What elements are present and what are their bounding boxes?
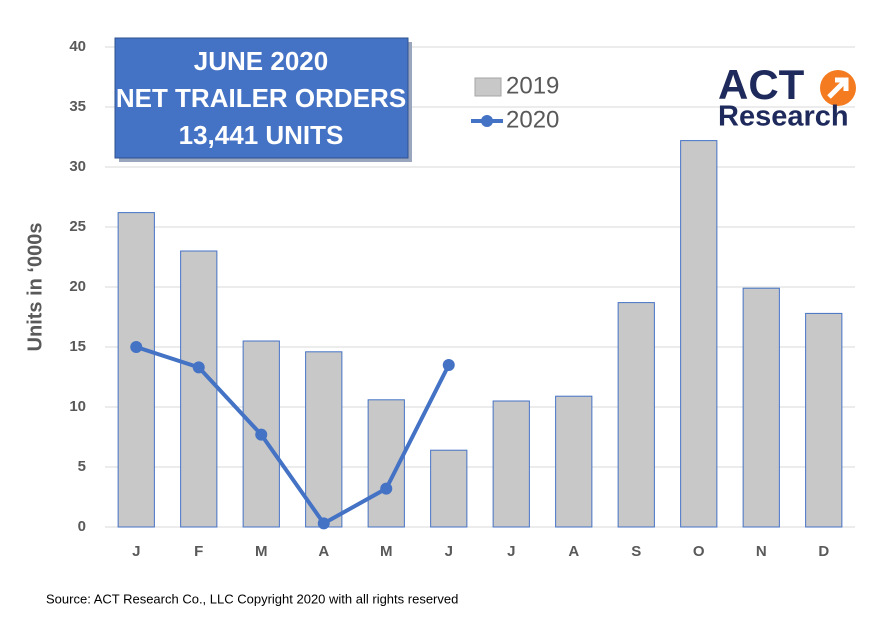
y-tick-label: 5 — [78, 458, 86, 475]
chart-title: 13,441 UNITS — [179, 120, 344, 150]
y-tick-label: 0 — [78, 518, 86, 535]
legend-swatch — [474, 77, 502, 97]
bar — [742, 287, 780, 528]
point — [442, 359, 455, 371]
x-tick-label: M — [255, 543, 268, 560]
point — [317, 517, 330, 530]
x-tick-label: J — [507, 543, 515, 560]
x-tick-label: D — [818, 543, 829, 560]
y-tick-label: 20 — [69, 278, 86, 295]
x-tick-label: F — [194, 543, 203, 560]
x-tick-label: M — [380, 543, 393, 560]
bar — [430, 449, 468, 528]
point — [192, 361, 205, 374]
x-tick-label: S — [631, 543, 641, 560]
x-tick-label: J — [132, 543, 140, 560]
y-tick-label: 10 — [69, 398, 86, 415]
bar — [180, 250, 218, 528]
title-box — [114, 37, 409, 159]
point — [130, 341, 143, 353]
bar — [305, 351, 343, 528]
line — [135, 345, 451, 527]
bar — [617, 302, 655, 528]
bar — [117, 212, 155, 528]
y-tick-label: 25 — [69, 218, 86, 235]
bar — [680, 140, 718, 528]
x-tick-label: A — [568, 543, 579, 560]
legend-label: 2019 — [506, 72, 559, 99]
chart-title: NET TRAILER ORDERS — [116, 83, 406, 113]
point — [255, 428, 268, 441]
bar — [805, 312, 843, 528]
bar — [492, 400, 530, 528]
legend-label: 2020 — [506, 106, 559, 133]
source: Source: ACT Research Co., LLC Copyright … — [46, 591, 458, 606]
point — [380, 482, 393, 495]
chart-title: JUNE 2020 — [194, 46, 328, 76]
y-tick-label: 35 — [69, 98, 86, 115]
x-tick-label: N — [756, 543, 767, 560]
logo-arrow — [827, 77, 849, 99]
legend-swatch — [481, 115, 493, 127]
logo-text: ACT — [718, 61, 805, 108]
bar — [555, 395, 593, 528]
x-tick-label: A — [318, 543, 329, 560]
logo-text: Research — [718, 101, 849, 133]
y-tick-label: 40 — [69, 38, 86, 55]
y-tick-label: 15 — [69, 338, 86, 355]
x-tick-label: J — [445, 543, 453, 560]
x-tick-label: O — [693, 543, 705, 560]
y-tick-label: 30 — [69, 158, 86, 175]
y-axis-label: Units in ‘000s — [24, 223, 46, 352]
